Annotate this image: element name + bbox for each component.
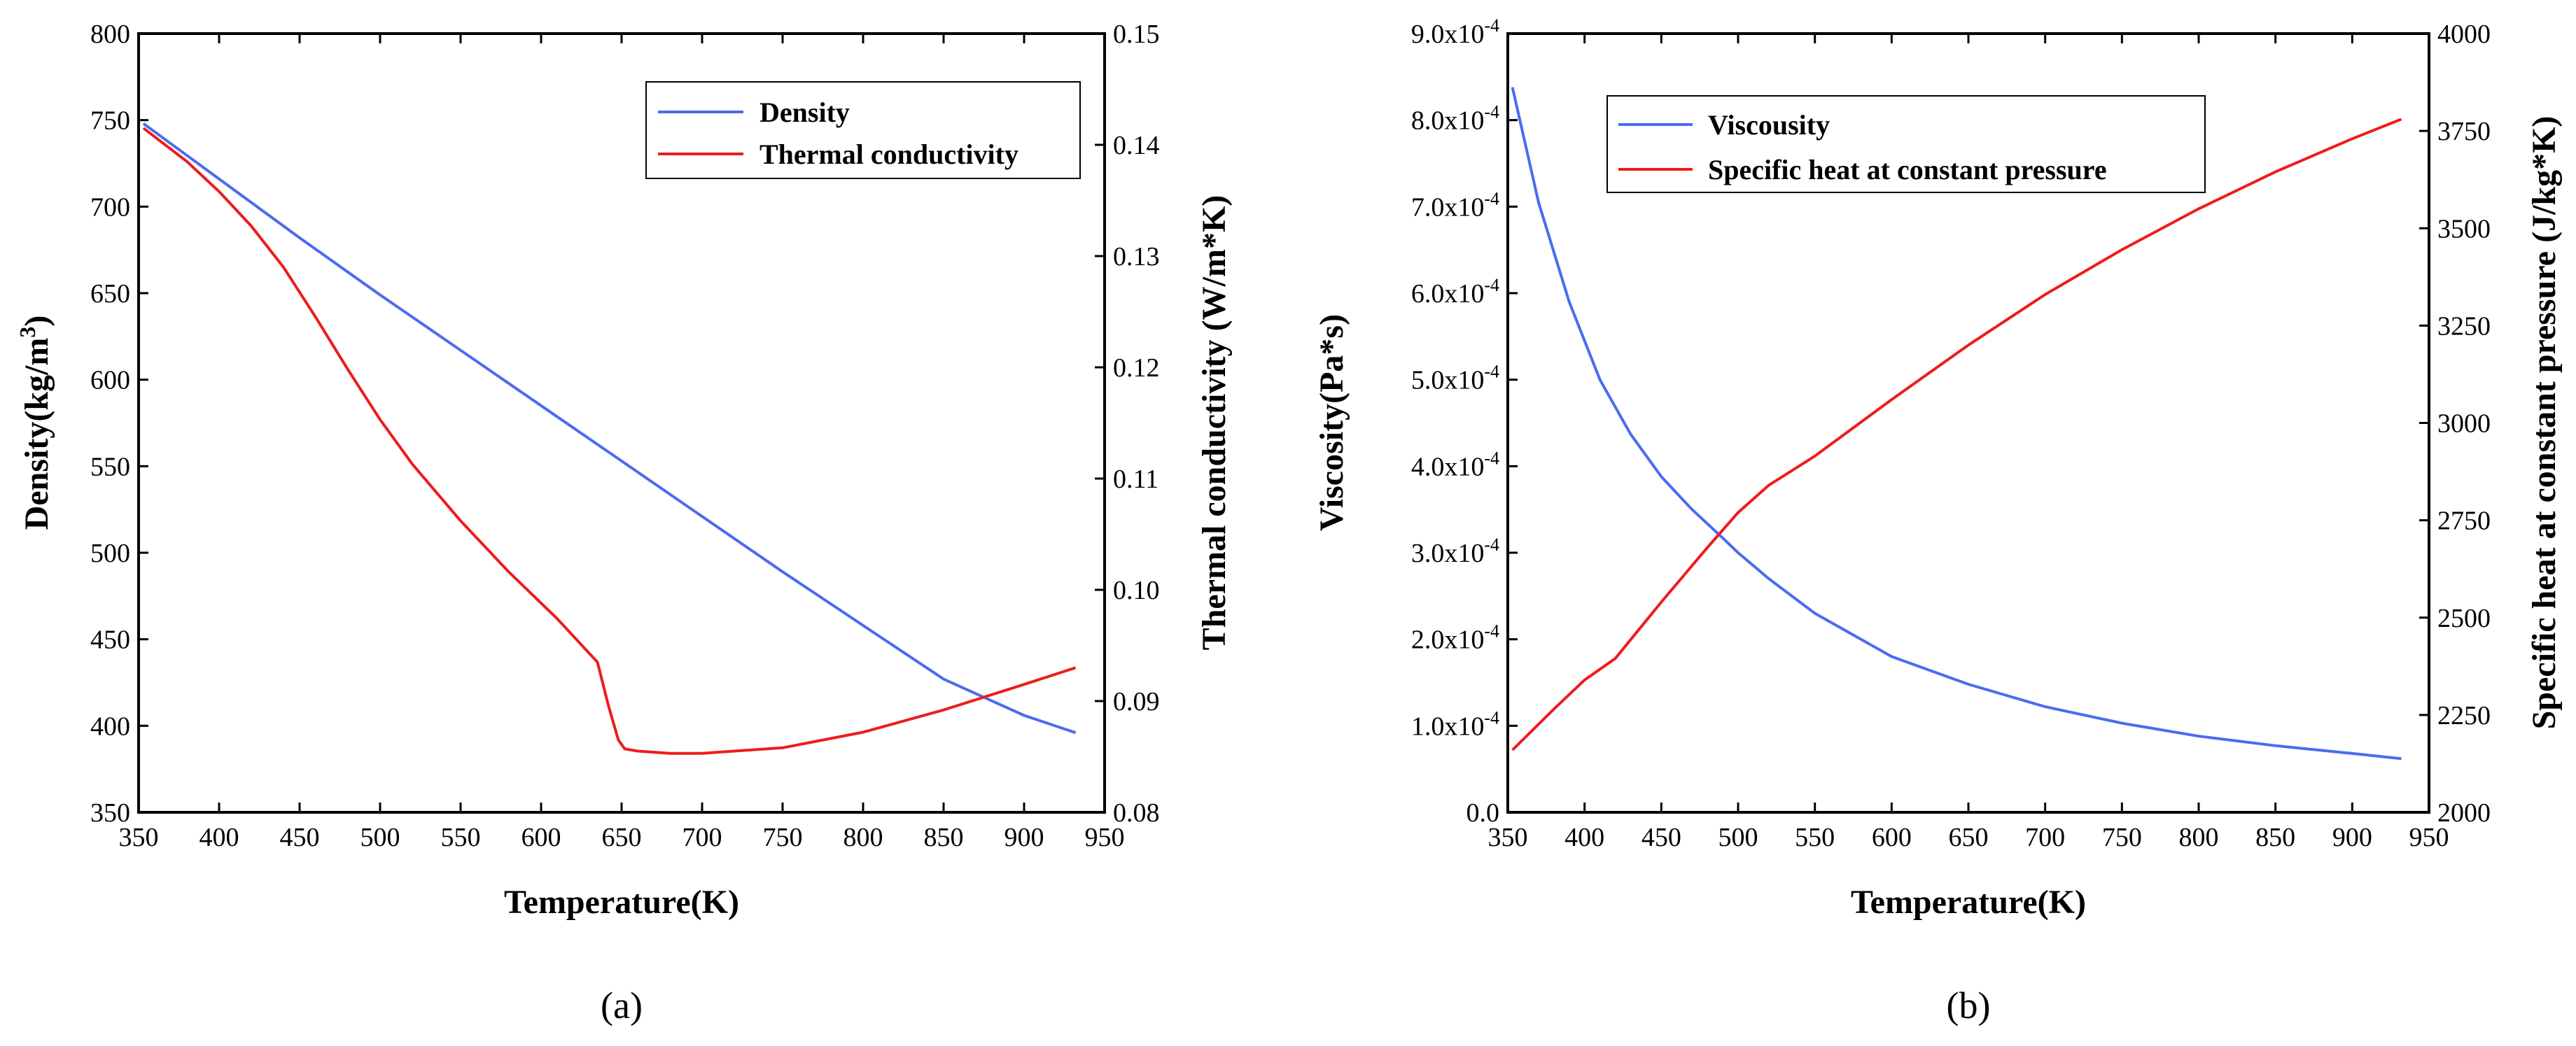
y-right-tick-label: 3750 (2437, 117, 2491, 146)
y-left-tick-label: 350 (90, 798, 130, 828)
y-right-tick-label: 0.09 (1113, 687, 1160, 716)
x-tick-label: 850 (2255, 823, 2295, 852)
chart-a-left-axis-title-end: ) (18, 316, 55, 327)
x-tick-label: 700 (682, 823, 722, 852)
chart-a-left-axis-title-sup: 3 (15, 327, 40, 338)
x-tick-label: 550 (441, 823, 481, 852)
y-right-tick-label: 2500 (2437, 604, 2491, 633)
y-right-tick-label: 0.13 (1113, 242, 1160, 271)
y-right-tick-label: 2000 (2437, 798, 2491, 828)
y-right-tick-label: 0.10 (1113, 576, 1160, 605)
chart-b-legend-box (1606, 95, 2206, 193)
y-right-tick-label: 0.11 (1113, 465, 1158, 494)
x-tick-label: 700 (2025, 823, 2065, 852)
series-line-specific-heat-at-constant-pressure (1511, 118, 2402, 751)
x-tick-label: 900 (2332, 823, 2372, 852)
chart-b-legend-label-viscosity: Viscousity (1708, 109, 1830, 141)
x-tick-label: 450 (280, 823, 320, 852)
x-tick-label: 900 (1004, 823, 1044, 852)
x-tick-label: 350 (119, 823, 159, 852)
y-left-tick-label: 9.0x10-4 (1411, 15, 1499, 49)
series-line-density (142, 122, 1077, 735)
x-tick-label: 750 (763, 823, 803, 852)
chart-a-x-axis-title: Temperature(K) (504, 884, 739, 921)
y-left-tick-label: 5.0x10-4 (1411, 362, 1499, 395)
series-line-viscousity (1511, 87, 2402, 761)
y-left-tick-label: 550 (90, 452, 130, 481)
chart-a-right-axis-title: Thermal conductivity (W/m*K) (1196, 195, 1233, 651)
x-tick-label: 550 (1795, 823, 1835, 852)
y-left-tick-label: 700 (90, 192, 130, 222)
y-left-tick-label: 750 (90, 106, 130, 136)
chart-a-left-axis-title-base: Density(kg/m (18, 338, 55, 530)
y-left-tick-label: 6.0x10-4 (1411, 275, 1499, 309)
x-tick-label: 950 (2409, 823, 2449, 852)
x-tick-label: 650 (602, 823, 642, 852)
y-right-tick-label: 0.08 (1113, 798, 1160, 828)
y-right-tick-label: 0.12 (1113, 353, 1160, 383)
chart-b-right-axis-title: Specific heat at constant pressure (J/kg… (2526, 116, 2563, 730)
chart-b: 350 400 450 500 550 600 650 700 750 800 850 900 950 … (1313, 15, 2563, 1026)
y-left-tick-label: 650 (90, 279, 130, 309)
y-right-tick-label: 0.14 (1113, 131, 1160, 160)
y-left-tick-label: 600 (90, 366, 130, 395)
x-tick-label: 850 (924, 823, 964, 852)
y-left-tick-label: 400 (90, 712, 130, 741)
chart-b-left-axis-title: Viscosity(Pa*s) (1313, 314, 1350, 531)
y-left-tick-label: 450 (90, 626, 130, 655)
y-right-tick-label: 2750 (2437, 507, 2491, 536)
y-left-tick-label: 500 (90, 539, 130, 568)
x-tick-label: 350 (1488, 823, 1528, 852)
y-left-tick-label: 4.0x10-4 (1411, 448, 1499, 481)
x-tick-label: 400 (200, 823, 239, 852)
x-tick-label: 500 (1718, 823, 1758, 852)
y-left-tick-label: 3.0x10-4 (1411, 535, 1499, 568)
x-tick-label: 600 (1872, 823, 1912, 852)
y-right-tick-label: 4000 (2437, 20, 2491, 49)
y-right-tick-label: 2250 (2437, 701, 2491, 730)
chart-a: 350 400 450 500 550 600 650 700 750 800 850 900 950 … (15, 20, 1233, 1026)
y-right-tick-label: 3000 (2437, 409, 2491, 439)
panel-label-a: (a) (601, 984, 643, 1026)
x-tick-label: 950 (1085, 823, 1125, 852)
y-left-tick-label: 1.0x10-4 (1411, 707, 1499, 741)
chart-b-legend-label-specific-heat: Specific heat at constant pressure (1708, 154, 2107, 185)
x-tick-label: 450 (1642, 823, 1681, 852)
chart-a-legend-label-thermal-conductivity: Thermal conductivity (760, 139, 1018, 170)
y-right-tick-label: 3250 (2437, 311, 2491, 341)
x-tick-label: 650 (1949, 823, 1989, 852)
y-left-tick-label: 0.0 (1466, 798, 1500, 828)
x-tick-label: 800 (2179, 823, 2219, 852)
panel-label-b: (b) (1947, 984, 1991, 1026)
x-tick-label: 600 (522, 823, 561, 852)
chart-a-legend-label-density: Density (760, 97, 850, 128)
x-tick-label: 400 (1564, 823, 1604, 852)
chart-a-left-axis-title: Density(kg/m3) (15, 316, 55, 530)
y-left-tick-label: 7.0x10-4 (1411, 188, 1499, 222)
x-tick-label: 750 (2102, 823, 2142, 852)
y-left-tick-label: 2.0x10-4 (1411, 621, 1499, 655)
chart-b-x-axis-title: Temperature(K) (1851, 884, 2086, 921)
y-right-tick-label: 3500 (2437, 214, 2491, 243)
y-left-tick-label: 8.0x10-4 (1411, 102, 1499, 136)
x-tick-label: 500 (360, 823, 400, 852)
y-right-tick-label: 0.15 (1113, 20, 1160, 49)
x-tick-label: 800 (844, 823, 883, 852)
series-line-thermal-conductivity (142, 127, 1077, 755)
chart-b-legend: Viscousity Specific heat at constant pre… (1606, 95, 2206, 193)
chart-a-legend: Density Thermal conductivity (645, 81, 1081, 179)
y-left-tick-label: 800 (90, 20, 130, 49)
chart-a-legend-box (645, 81, 1081, 179)
